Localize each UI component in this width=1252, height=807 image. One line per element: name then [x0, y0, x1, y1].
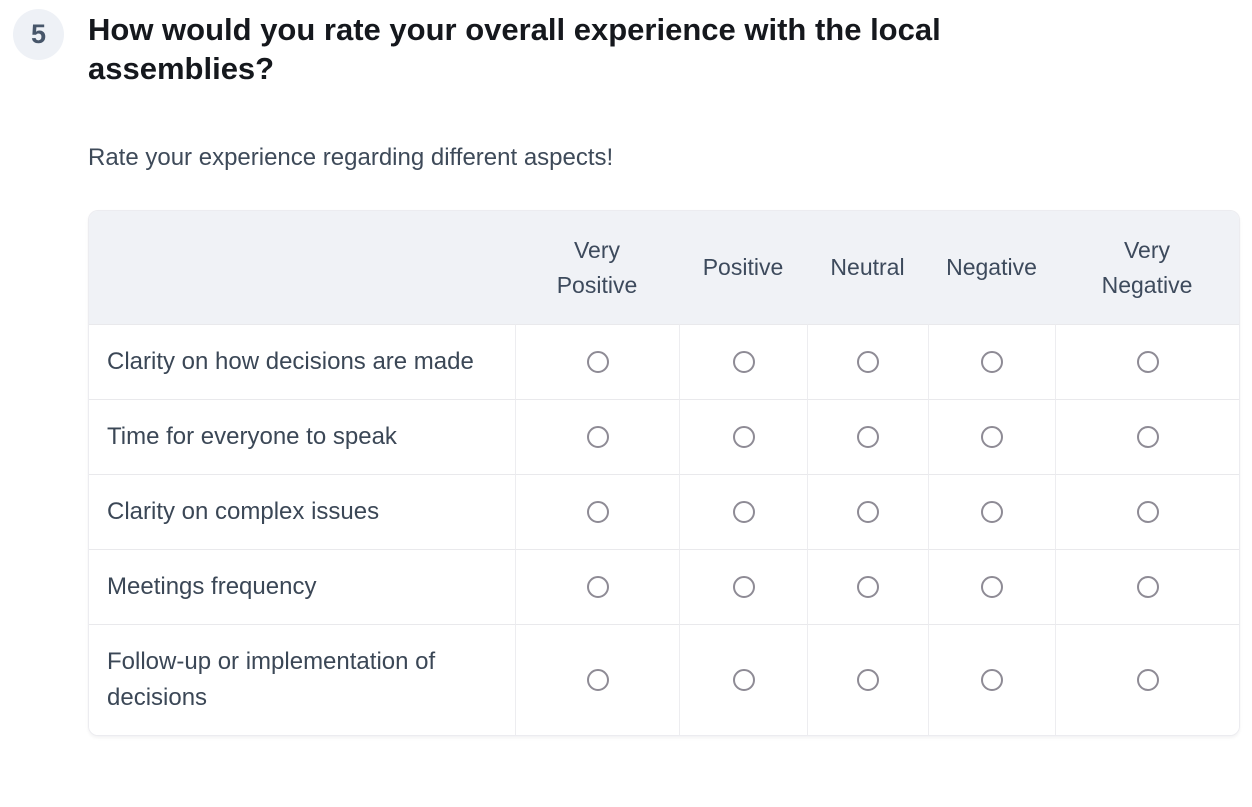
matrix-rating-card: Very Positive Positive Neutral Negative … — [88, 210, 1240, 737]
matrix-row: Time for everyone to speak — [89, 399, 1239, 475]
cell-r1-negative — [928, 324, 1055, 400]
radio-button[interactable] — [1136, 351, 1159, 374]
radio-button[interactable] — [1136, 501, 1159, 524]
cell-r5-negative — [928, 624, 1055, 736]
cell-r4-very-negative — [1055, 549, 1239, 625]
matrix-rating-table: Very Positive Positive Neutral Negative … — [89, 211, 1239, 736]
cell-r3-positive — [679, 474, 807, 550]
cell-r1-neutral — [807, 324, 928, 400]
radio-button[interactable] — [981, 501, 1003, 524]
cell-r1-very-positive — [515, 324, 679, 400]
cell-r5-neutral — [807, 624, 928, 736]
radio-button[interactable] — [1136, 669, 1159, 692]
radio-button[interactable] — [732, 576, 755, 599]
cell-r2-neutral — [807, 399, 928, 475]
radio-button[interactable] — [586, 669, 609, 692]
radio-button[interactable] — [981, 576, 1003, 599]
matrix-header-empty — [89, 211, 515, 325]
radio-button[interactable] — [981, 351, 1003, 374]
cell-r2-very-negative — [1055, 399, 1239, 475]
radio-button[interactable] — [586, 576, 609, 599]
cell-r5-very-positive — [515, 624, 679, 736]
cell-r5-very-negative — [1055, 624, 1239, 736]
cell-r4-very-positive — [515, 549, 679, 625]
row-label: Clarity on complex issues — [89, 474, 515, 550]
cell-r3-neutral — [807, 474, 928, 550]
radio-button[interactable] — [981, 426, 1003, 449]
question-title: How would you rate your overall experien… — [88, 12, 941, 87]
cell-r4-neutral — [807, 549, 928, 625]
radio-button[interactable] — [857, 576, 879, 599]
column-header-negative: Negative — [928, 211, 1055, 325]
radio-button[interactable] — [732, 669, 755, 692]
cell-r1-very-negative — [1055, 324, 1239, 400]
radio-button[interactable] — [732, 501, 755, 524]
radio-button[interactable] — [586, 426, 609, 449]
row-label: Clarity on how decisions are made — [89, 324, 515, 400]
question-description: Rate your experience regarding different… — [88, 144, 614, 172]
radio-button[interactable] — [981, 669, 1003, 692]
column-header-positive: Positive — [679, 211, 807, 325]
radio-button[interactable] — [857, 501, 879, 524]
cell-r3-very-negative — [1055, 474, 1239, 550]
question-number: 5 — [30, 19, 47, 49]
matrix-header: Very Positive Positive Neutral Negative … — [89, 211, 1239, 325]
cell-r2-negative — [928, 399, 1055, 475]
row-label: Follow-up or implementation of decisions — [89, 624, 515, 736]
cell-r4-negative — [928, 549, 1055, 625]
radio-button[interactable] — [732, 426, 755, 449]
radio-button[interactable] — [1136, 426, 1159, 449]
cell-r4-positive — [679, 549, 807, 625]
cell-r3-negative — [928, 474, 1055, 550]
cell-r2-positive — [679, 399, 807, 475]
radio-button[interactable] — [857, 669, 879, 692]
question-header: 5 How would you rate your overall experi… — [0, 0, 1252, 88]
cell-r2-very-positive — [515, 399, 679, 475]
cell-r1-positive — [679, 324, 807, 400]
cell-r3-very-positive — [515, 474, 679, 550]
row-label: Meetings frequency — [89, 549, 515, 625]
radio-button[interactable] — [857, 351, 879, 374]
radio-button[interactable] — [732, 351, 755, 374]
question-number-badge: 5 — [13, 9, 64, 60]
row-label: Time for everyone to speak — [89, 399, 515, 475]
radio-button[interactable] — [586, 501, 609, 524]
radio-button[interactable] — [1136, 576, 1159, 599]
matrix-row: Clarity on how decisions are made — [89, 324, 1239, 400]
cell-r5-positive — [679, 624, 807, 736]
matrix-row: Follow-up or implementation of decisions — [89, 624, 1239, 736]
column-header-very-negative: Very Negative — [1055, 211, 1239, 325]
column-header-neutral: Neutral — [807, 211, 928, 325]
radio-button[interactable] — [857, 426, 879, 449]
radio-button[interactable] — [586, 351, 609, 374]
matrix-row: Meetings frequency — [89, 549, 1239, 625]
matrix-row: Clarity on complex issues — [89, 474, 1239, 550]
column-header-very-positive: Very Positive — [515, 211, 679, 325]
